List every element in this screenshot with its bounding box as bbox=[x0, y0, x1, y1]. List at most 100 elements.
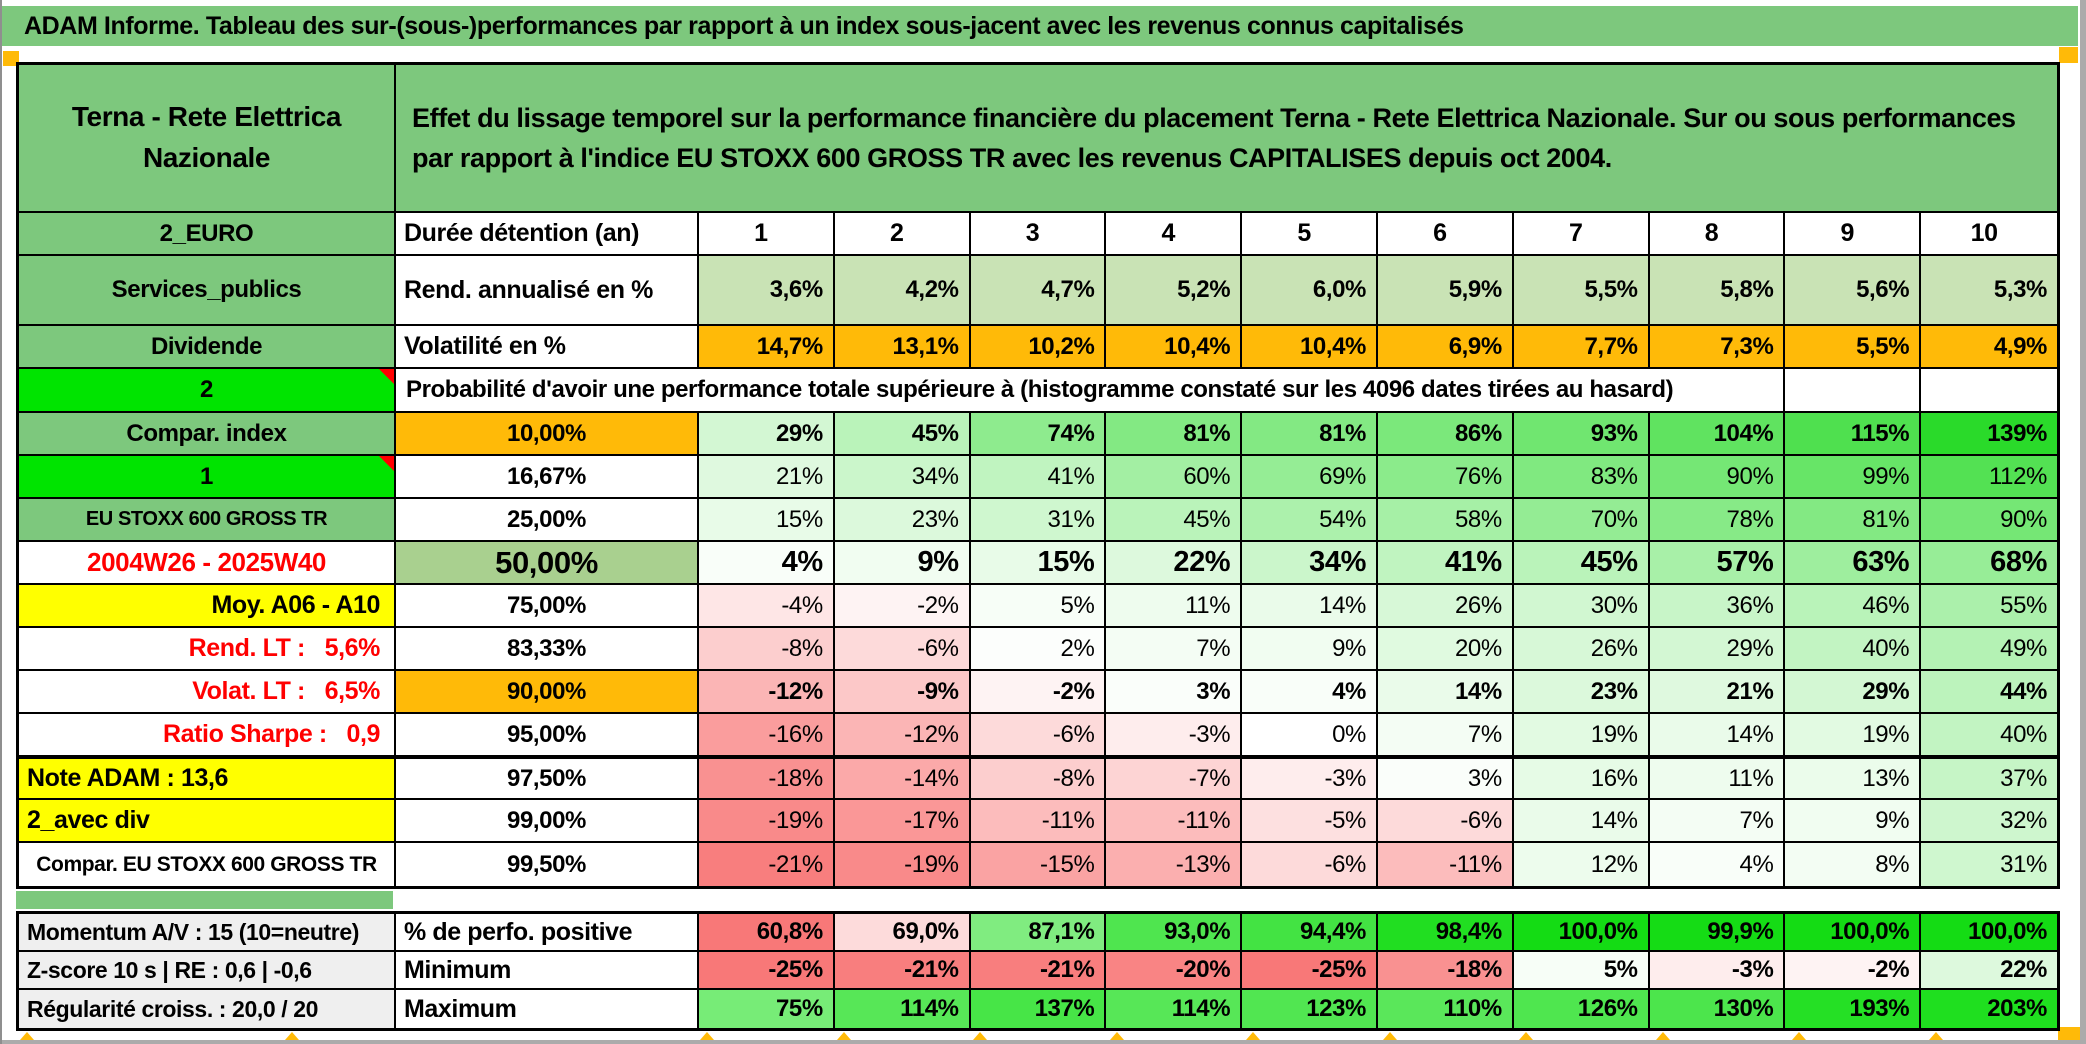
performance-value-cell[interactable]: -2% bbox=[970, 671, 1107, 712]
stat-label-cell[interactable]: Momentum A/V : 15 (10=neutre) bbox=[19, 914, 396, 950]
rend-value-cell[interactable]: 4,7% bbox=[970, 256, 1107, 324]
column-header-cell[interactable]: 7 bbox=[1513, 213, 1650, 254]
performance-value-cell[interactable]: 31% bbox=[970, 499, 1107, 540]
performance-value-cell[interactable]: -9% bbox=[834, 671, 971, 712]
performance-value-cell[interactable]: 41% bbox=[970, 456, 1107, 497]
performance-value-cell[interactable]: 40% bbox=[1785, 628, 1922, 669]
performance-value-cell[interactable]: 26% bbox=[1378, 585, 1514, 626]
performance-value-cell[interactable]: -16% bbox=[699, 714, 835, 755]
row-label-cell[interactable]: 2004W26 - 2025W40 bbox=[19, 542, 396, 583]
performance-value-cell[interactable]: 57% bbox=[1649, 542, 1786, 583]
rend-value-cell[interactable]: 4,2% bbox=[834, 256, 971, 324]
performance-value-cell[interactable]: 29% bbox=[1785, 671, 1922, 712]
rend-value-cell[interactable]: 5,5% bbox=[1513, 256, 1650, 324]
performance-value-cell[interactable]: 9% bbox=[1785, 800, 1922, 841]
performance-value-cell[interactable]: 63% bbox=[1785, 542, 1922, 583]
performance-value-cell[interactable]: 81% bbox=[1106, 413, 1243, 454]
performance-value-cell[interactable]: -14% bbox=[834, 759, 971, 798]
performance-value-cell[interactable]: -19% bbox=[834, 843, 971, 886]
performance-value-cell[interactable]: 29% bbox=[699, 413, 835, 454]
row-label-cell[interactable]: 2_EURO bbox=[19, 213, 396, 254]
stat-value-cell[interactable]: 87,1% bbox=[970, 914, 1107, 950]
probability-header-cell[interactable]: Probabilité d'avoir une performance tota… bbox=[396, 369, 1786, 411]
rend-value-cell[interactable]: 5,2% bbox=[1106, 256, 1243, 324]
performance-value-cell[interactable]: 83% bbox=[1513, 456, 1650, 497]
performance-value-cell[interactable]: -8% bbox=[970, 759, 1107, 798]
stat-value-cell[interactable]: 110% bbox=[1378, 990, 1514, 1028]
row-label-cell[interactable]: Note ADAM : 13,6 bbox=[19, 759, 396, 798]
performance-value-cell[interactable]: 90% bbox=[1649, 456, 1786, 497]
rend-value-cell[interactable]: 5,9% bbox=[1378, 256, 1514, 324]
performance-value-cell[interactable]: 99% bbox=[1785, 456, 1922, 497]
performance-value-cell[interactable]: 37% bbox=[1921, 759, 2057, 798]
performance-value-cell[interactable]: -4% bbox=[699, 585, 835, 626]
performance-value-cell[interactable]: 54% bbox=[1242, 499, 1378, 540]
performance-value-cell[interactable]: 7% bbox=[1649, 800, 1786, 841]
performance-value-cell[interactable]: 36% bbox=[1649, 585, 1786, 626]
stat-value-cell[interactable]: 114% bbox=[834, 990, 971, 1028]
volatilite-value-cell[interactable]: 13,1% bbox=[834, 326, 971, 367]
probability-threshold-cell[interactable]: 95,00% bbox=[396, 714, 699, 755]
stat-label-cell[interactable]: Z-score 10 s | RE : 0,6 | -0,6 bbox=[19, 952, 396, 988]
performance-value-cell[interactable]: 139% bbox=[1921, 413, 2057, 454]
row-label-cell[interactable]: Rend. LT : 5,6% bbox=[19, 628, 396, 669]
performance-value-cell[interactable]: 81% bbox=[1242, 413, 1378, 454]
performance-value-cell[interactable]: 70% bbox=[1513, 499, 1650, 540]
performance-value-cell[interactable]: 21% bbox=[699, 456, 835, 497]
performance-value-cell[interactable]: 26% bbox=[1513, 628, 1650, 669]
performance-value-cell[interactable]: -5% bbox=[1242, 800, 1378, 841]
performance-value-cell[interactable]: -15% bbox=[970, 843, 1107, 886]
probability-threshold-cell[interactable]: 25,00% bbox=[396, 499, 699, 540]
stat-value-cell[interactable]: -25% bbox=[1242, 952, 1378, 988]
performance-value-cell[interactable]: 4% bbox=[699, 542, 835, 583]
row-label-cell[interactable]: Compar. index bbox=[19, 413, 396, 454]
performance-value-cell[interactable]: -8% bbox=[699, 628, 835, 669]
row-label-cell[interactable]: Volat. LT : 6,5% bbox=[19, 671, 396, 712]
performance-value-cell[interactable]: 15% bbox=[970, 542, 1107, 583]
performance-value-cell[interactable]: 78% bbox=[1649, 499, 1786, 540]
probability-threshold-cell[interactable]: 16,67% bbox=[396, 456, 699, 497]
performance-value-cell[interactable]: -11% bbox=[1106, 800, 1243, 841]
stat-value-cell[interactable]: -21% bbox=[970, 952, 1107, 988]
performance-value-cell[interactable]: -7% bbox=[1106, 759, 1243, 798]
stat-value-cell[interactable]: 60,8% bbox=[699, 914, 835, 950]
performance-value-cell[interactable]: 13% bbox=[1785, 759, 1922, 798]
performance-value-cell[interactable]: 104% bbox=[1649, 413, 1786, 454]
volatilite-label-cell[interactable]: Volatilité en % bbox=[396, 326, 699, 367]
performance-value-cell[interactable]: 49% bbox=[1921, 628, 2057, 669]
performance-value-cell[interactable]: 45% bbox=[1513, 542, 1650, 583]
stat-name-cell[interactable]: % de perfo. positive bbox=[396, 914, 699, 950]
performance-value-cell[interactable]: -3% bbox=[1242, 759, 1378, 798]
stat-value-cell[interactable]: -3% bbox=[1649, 952, 1786, 988]
stat-value-cell[interactable]: 137% bbox=[970, 990, 1107, 1028]
row-label-cell[interactable]: 2_avec div bbox=[19, 800, 396, 841]
volatilite-value-cell[interactable]: 10,4% bbox=[1106, 326, 1243, 367]
performance-value-cell[interactable]: 8% bbox=[1785, 843, 1922, 886]
column-header-cell[interactable]: 6 bbox=[1378, 213, 1514, 254]
column-header-cell[interactable]: 1 bbox=[699, 213, 835, 254]
performance-value-cell[interactable]: 2% bbox=[970, 628, 1107, 669]
rend-value-cell[interactable]: 5,3% bbox=[1921, 256, 2057, 324]
performance-value-cell[interactable]: 14% bbox=[1513, 800, 1650, 841]
row-label-cell[interactable]: Moy. A06 - A10 bbox=[19, 585, 396, 626]
performance-value-cell[interactable]: 68% bbox=[1921, 542, 2057, 583]
performance-value-cell[interactable]: 20% bbox=[1378, 628, 1514, 669]
column-header-cell[interactable]: 9 bbox=[1785, 213, 1922, 254]
performance-value-cell[interactable]: 112% bbox=[1921, 456, 2057, 497]
volatilite-value-cell[interactable]: 14,7% bbox=[699, 326, 835, 367]
performance-value-cell[interactable]: 0% bbox=[1242, 714, 1378, 755]
rend-value-cell[interactable]: 5,6% bbox=[1785, 256, 1922, 324]
volatilite-value-cell[interactable]: 6,9% bbox=[1378, 326, 1514, 367]
stat-value-cell[interactable]: 99,9% bbox=[1649, 914, 1786, 950]
performance-value-cell[interactable]: 14% bbox=[1649, 714, 1786, 755]
stat-value-cell[interactable]: 114% bbox=[1106, 990, 1243, 1028]
performance-value-cell[interactable]: 45% bbox=[1106, 499, 1243, 540]
performance-value-cell[interactable]: 11% bbox=[1649, 759, 1786, 798]
row-label-cell[interactable]: 1 bbox=[19, 456, 396, 497]
column-header-cell[interactable]: 10 bbox=[1921, 213, 2057, 254]
performance-value-cell[interactable]: 74% bbox=[970, 413, 1107, 454]
performance-value-cell[interactable]: 21% bbox=[1649, 671, 1786, 712]
performance-value-cell[interactable]: 9% bbox=[834, 542, 971, 583]
performance-value-cell[interactable]: 90% bbox=[1921, 499, 2057, 540]
volatilite-value-cell[interactable]: 7,3% bbox=[1649, 326, 1786, 367]
